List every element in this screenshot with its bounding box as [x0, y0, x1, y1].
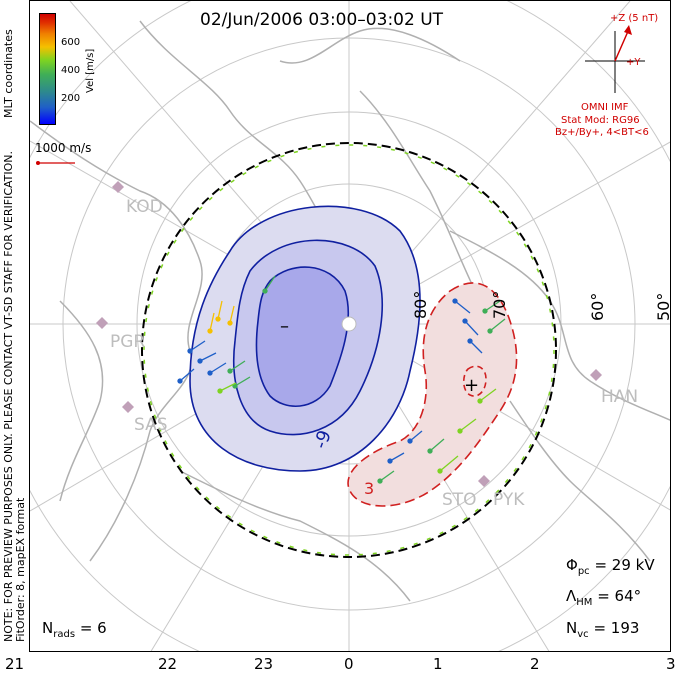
imf-z-label: +Z (5 nT) [610, 13, 659, 24]
mlt-tick-1: 1 [433, 655, 443, 673]
hm-boundary-inner [143, 144, 555, 556]
hm-latitude-stat: ΛHM = 64° [566, 587, 642, 608]
coastlines [30, 20, 670, 602]
colorbar-tick-600: 600 [61, 37, 81, 48]
station-marker-sas [122, 401, 134, 413]
colorbar-tick-400: 400 [61, 65, 81, 76]
latitude-label-70: 70° [490, 290, 509, 319]
station-sas: SAS [134, 415, 168, 435]
station-pgr: PGR [110, 332, 146, 352]
positive-cell-center: + [464, 375, 480, 396]
mlt-tick-21: 21 [5, 655, 25, 673]
station-marker-pgr [96, 317, 108, 329]
velocity-colorbar [39, 13, 56, 125]
latitude-label-50: 50° [654, 292, 671, 321]
scale-vector-label: 1000 m/s [35, 141, 92, 155]
coords-label: MLT coordinates [2, 29, 15, 118]
station-marker-pyk [478, 475, 490, 487]
negative-cell-center: – [280, 316, 289, 337]
station-sto: STO [442, 490, 477, 510]
fit-order-label: FitOrder: 8, mapEX format [14, 497, 27, 642]
negative-cell-inner [255, 266, 350, 408]
map-title: 02/Jun/2006 03:00–03:02 UT [200, 10, 444, 30]
latitude-label-60: 60° [588, 292, 607, 321]
mlt-tick-2: 2 [530, 655, 540, 673]
colorbar-label: Vel [m/s] [85, 48, 96, 93]
imf-clock-diagram [585, 25, 645, 93]
radar-count-stat: Nrads = 6 [42, 619, 107, 640]
station-pyk: PYK [493, 490, 525, 510]
potential-stat: Φpc = 29 kV [566, 556, 655, 577]
colorbar-tick-200: 200 [61, 93, 81, 104]
positive-cell-outer [347, 282, 518, 507]
positive-contour-value: 3 [364, 479, 375, 498]
imf-condition: Bz+/By+, 4<BT<6 [555, 127, 649, 138]
velocity-vectors [177, 275, 506, 484]
imf-source: OMNI IMF [581, 102, 629, 113]
station-marker-han [590, 369, 602, 381]
station-marker-kod [112, 181, 124, 193]
scale-vector [36, 161, 75, 165]
positive-cell-inner [462, 365, 487, 397]
mlt-tick-22: 22 [158, 655, 178, 673]
imf-y-label: +Y [626, 57, 641, 68]
vector-count-stat: Nvc = 193 [566, 619, 640, 640]
mlt-tick-0: 0 [344, 655, 354, 673]
convection-map [30, 1, 670, 651]
latitude-label-80: 80° [411, 290, 430, 319]
magnetic-pole-marker [341, 316, 357, 332]
station-han: HAN [601, 387, 639, 407]
imf-model: Stat Mod: RG96 [561, 115, 640, 126]
mlt-tick-23: 23 [254, 655, 274, 673]
station-markers [96, 181, 602, 487]
mlt-tick-3: 3 [666, 655, 676, 673]
station-kod: KOD [126, 197, 163, 217]
heppner-maynard-boundary [141, 142, 557, 558]
convection-map-frame: 02/Jun/2006 03:00–03:02 UT 600 400 200 V… [29, 0, 671, 652]
